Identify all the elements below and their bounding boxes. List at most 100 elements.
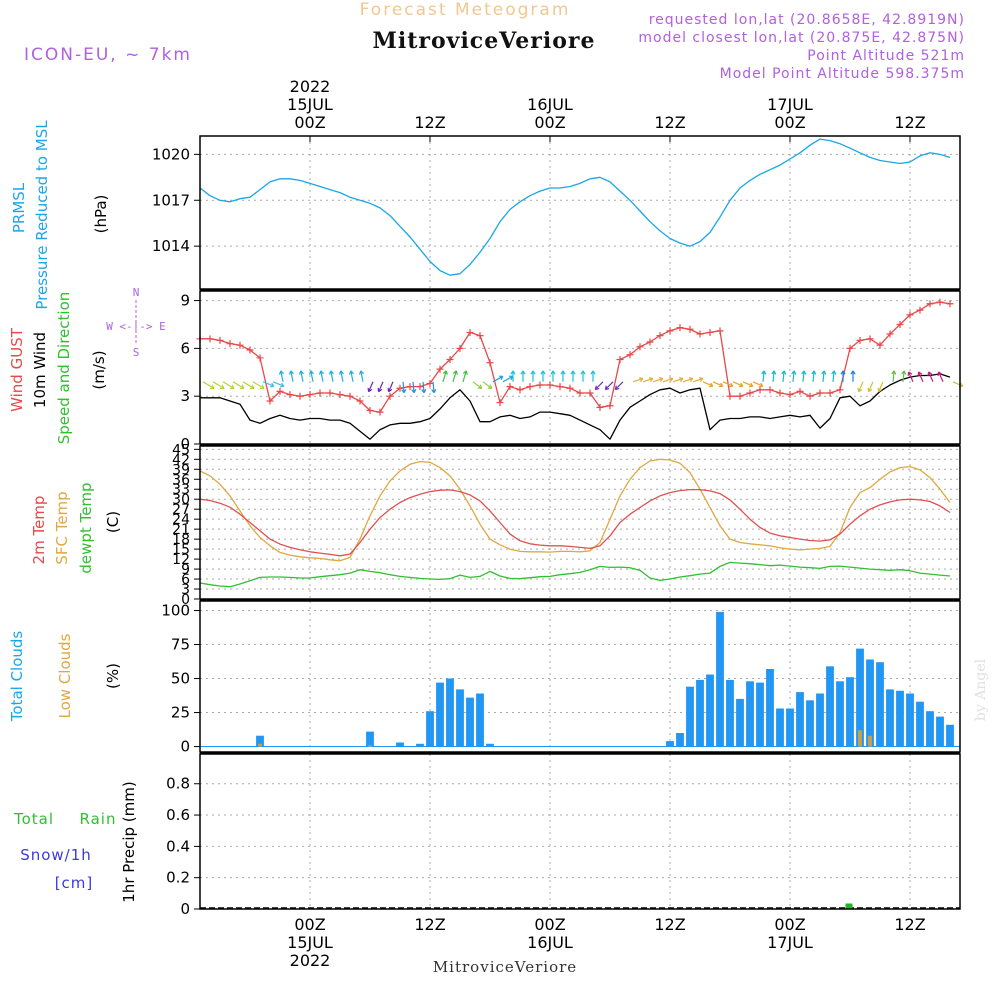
wind-arrow — [560, 370, 566, 382]
precip-unit: 1hr Precip (mm) — [120, 781, 138, 902]
wind-arrow — [672, 377, 684, 383]
gust-marker — [386, 392, 394, 400]
y-tick-label: 75 — [171, 636, 190, 654]
gust-marker — [526, 383, 534, 391]
panel-frame — [199, 753, 961, 910]
y-tick-label: 0 — [181, 592, 190, 608]
total-clouds-label: Total Clouds — [8, 631, 26, 723]
gust-marker — [766, 386, 774, 394]
gust-marker — [236, 341, 244, 349]
gust-marker — [676, 324, 684, 332]
gust-marker — [446, 356, 454, 364]
total-cloud-bar — [816, 693, 824, 747]
cloud-labels: Total Clouds Low Clouds (%) — [8, 631, 122, 723]
gust-marker — [656, 332, 664, 340]
cloud-unit: (%) — [104, 663, 122, 689]
wind-arrow — [850, 370, 856, 382]
wind-arrow — [857, 381, 864, 393]
wind-arrow — [952, 381, 964, 388]
gust-marker — [286, 391, 294, 399]
total-cloud-bar — [396, 742, 404, 747]
bottom-time-label: 00Z — [294, 915, 325, 934]
gust-marker — [936, 298, 944, 306]
total-cloud-bar — [826, 666, 834, 747]
y-tick-label: 0.4 — [166, 837, 190, 855]
total-cloud-bar — [456, 689, 464, 747]
wind-10m-line — [200, 373, 951, 440]
y-tick-label: 30 — [172, 492, 190, 508]
y-tick-label: 9 — [181, 562, 190, 578]
total-cloud-bar — [876, 662, 884, 747]
gust-marker — [876, 341, 884, 349]
wind-arrow — [877, 381, 884, 393]
y-tick-label: 9 — [180, 292, 190, 310]
top-time-label: 15JUL — [287, 95, 333, 114]
gust-marker — [346, 392, 354, 400]
compass-south: S — [133, 346, 140, 359]
top-time-label: 16JUL — [527, 95, 573, 114]
gust-marker — [356, 397, 364, 405]
top-time-label: 00Z — [294, 113, 325, 132]
total-cloud-bar — [426, 711, 434, 747]
total-cloud-bar — [786, 708, 794, 747]
pressure-line — [199, 138, 951, 276]
top-time-label: 12Z — [654, 113, 685, 132]
y-tick-label: 25 — [171, 704, 190, 722]
pressure-labels: PRMSL Pressure Reduced to MSL (hPa) — [10, 120, 110, 310]
gust-marker — [206, 335, 214, 343]
wind-arrow — [614, 381, 624, 391]
gust-marker — [746, 389, 754, 397]
wind-arrow — [298, 370, 304, 382]
wind-arrow — [540, 370, 546, 382]
total-cloud-bar — [946, 724, 954, 747]
wind-arrow — [328, 370, 334, 382]
lines-layer — [196, 138, 954, 588]
gust-marker — [546, 381, 554, 389]
total-cloud-bar — [806, 700, 814, 747]
total-cloud-bar — [756, 682, 764, 747]
gust-marker — [906, 311, 914, 319]
wind-arrow — [442, 370, 448, 382]
total-cloud-bar — [466, 697, 474, 747]
y-tick-label: 1017 — [152, 191, 190, 209]
gust-marker — [516, 386, 524, 394]
bottom-time-label: 12Z — [894, 915, 925, 934]
wind-arrow — [722, 381, 734, 388]
gust-marker — [396, 384, 404, 392]
wind-arrow — [202, 381, 215, 389]
wind-arrow — [580, 370, 586, 382]
gust-marker — [696, 330, 704, 338]
bottom-time-label: 15JUL — [287, 933, 333, 952]
low-cloud-bar — [868, 735, 872, 747]
wind-arrow — [901, 370, 907, 382]
bars-layer — [200, 611, 960, 909]
y-tick-label: 24 — [172, 512, 190, 528]
snow-unit-label: [cm] — [55, 874, 94, 892]
gust-marker — [646, 338, 654, 346]
wind-arrow — [411, 381, 417, 394]
wind-arrow — [222, 381, 235, 389]
gust-marker — [436, 365, 444, 373]
axes-layer: 1014101710200369036912151821242730333639… — [152, 135, 961, 918]
gust-marker — [836, 386, 844, 394]
total-cloud-bar — [746, 681, 754, 747]
gust-marker — [406, 383, 414, 391]
wind-arrow — [520, 370, 526, 382]
total-cloud-bar — [766, 669, 774, 747]
gust-marker — [806, 392, 814, 400]
wind-10m-label: 10m Wind — [31, 332, 49, 408]
wind-arrow — [288, 370, 294, 382]
top-time-label: 00Z — [774, 113, 805, 132]
gust-marker — [296, 392, 304, 400]
watermark: by Angel — [973, 658, 989, 721]
y-tick-label: 33 — [172, 482, 190, 498]
total-cloud-bar — [856, 648, 864, 747]
wind-arrow — [502, 375, 514, 383]
low-cloud-bar — [368, 745, 372, 747]
y-tick-label: 100 — [161, 602, 190, 620]
gust-marker — [736, 392, 744, 400]
y-tick-label: 21 — [172, 522, 190, 538]
wind-arrow — [742, 381, 754, 388]
wind-arrow — [262, 381, 275, 388]
rain-label: Rain — [80, 810, 117, 828]
